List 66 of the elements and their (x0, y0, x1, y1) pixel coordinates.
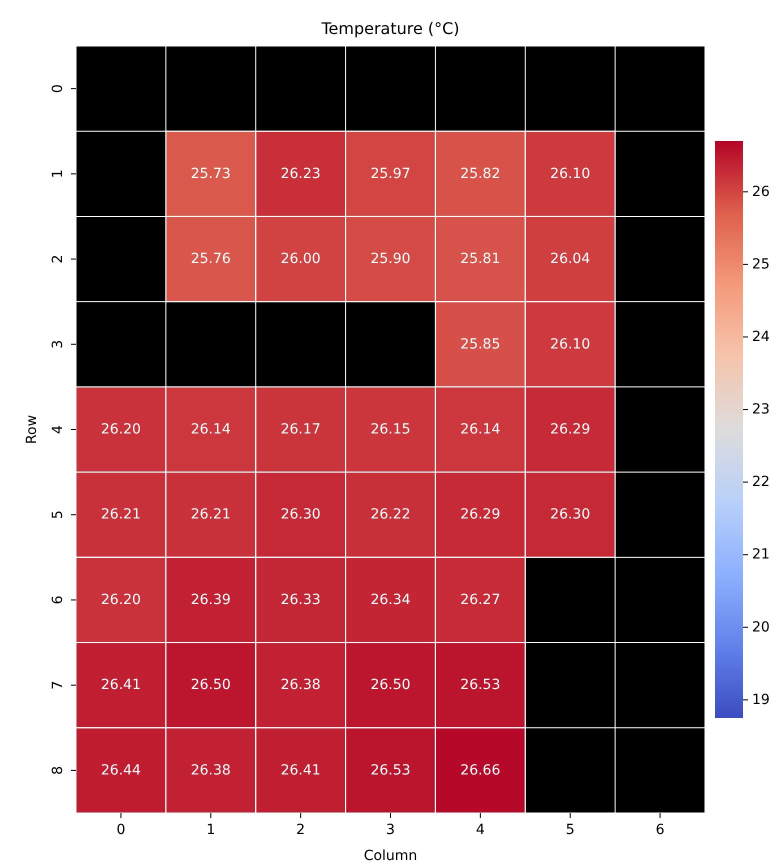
data-label: 25.82 (460, 166, 500, 182)
x-tick-label: 2 (296, 822, 306, 838)
data-label: 26.34 (370, 592, 411, 608)
x-tick-label: 6 (656, 822, 665, 838)
data-label: 26.41 (100, 677, 141, 694)
color-bar-label: 24 (752, 328, 770, 345)
y-tick-label: 3 (50, 340, 66, 349)
x-tick-label: 4 (476, 822, 485, 838)
data-label: 26.14 (190, 422, 231, 438)
color-bar-label: 25 (752, 256, 770, 272)
y-tick-label: 4 (50, 424, 66, 434)
x-tick-label: 0 (116, 822, 126, 838)
data-label: 26.14 (460, 422, 500, 438)
data-label: 26.22 (370, 506, 411, 523)
y-tick-label: 7 (50, 680, 66, 690)
chart-title: Temperature (°C) (320, 19, 460, 38)
data-label: 26.50 (370, 677, 411, 694)
data-label: 25.81 (460, 251, 500, 268)
color-bar-label: 22 (752, 474, 770, 490)
data-label: 25.90 (370, 251, 411, 268)
y-tick-label: 1 (50, 169, 66, 178)
data-label: 25.76 (190, 251, 231, 268)
x-tick-label: 1 (206, 822, 216, 838)
data-label: 26.10 (550, 336, 590, 352)
data-label: 26.30 (280, 506, 321, 523)
data-label: 26.15 (370, 422, 411, 438)
data-label: 25.73 (190, 166, 231, 182)
x-tick-label: 3 (386, 822, 395, 838)
data-label: 26.00 (280, 251, 321, 268)
data-label: 26.30 (550, 506, 590, 523)
y-axis-title: Row (24, 414, 40, 444)
x-axis-title: Column (364, 848, 418, 862)
y-tick-label: 0 (50, 84, 66, 94)
data-label: 26.33 (280, 592, 321, 608)
data-label: 25.97 (370, 166, 411, 182)
data-label: 26.27 (460, 592, 500, 608)
data-label: 26.39 (190, 592, 231, 608)
color-bar-label: 23 (752, 402, 770, 418)
color-bar-label: 21 (752, 546, 770, 563)
y-tick-label: 8 (50, 766, 66, 775)
data-label: 26.21 (100, 506, 141, 523)
data-label: 26.38 (280, 677, 321, 694)
data-label: 25.85 (460, 336, 500, 352)
data-label: 26.04 (550, 251, 590, 268)
data-label: 26.38 (190, 762, 231, 778)
data-label: 26.44 (100, 762, 142, 778)
data-label: 26.20 (100, 422, 141, 438)
data-label: 26.20 (100, 592, 141, 608)
data-label: 26.53 (460, 677, 500, 694)
data-label: 26.50 (190, 677, 231, 694)
data-label: 26.66 (460, 762, 500, 778)
y-tick-label: 5 (50, 510, 66, 520)
data-label: 26.53 (370, 762, 411, 778)
data-label: 26.23 (280, 166, 321, 182)
data-label: 26.29 (550, 422, 590, 438)
color-bar-label: 20 (752, 619, 770, 636)
x-tick-label: 5 (566, 822, 575, 838)
data-label: 26.21 (190, 506, 231, 523)
data-label: 26.29 (460, 506, 500, 523)
y-tick-label: 2 (50, 254, 66, 264)
color-bar-label: 19 (752, 692, 770, 708)
data-label: 26.17 (280, 422, 321, 438)
y-tick-label: 6 (50, 595, 66, 604)
color-bar-label: 26 (752, 184, 770, 200)
data-label: 26.41 (280, 762, 321, 778)
data-label: 26.10 (550, 166, 590, 182)
